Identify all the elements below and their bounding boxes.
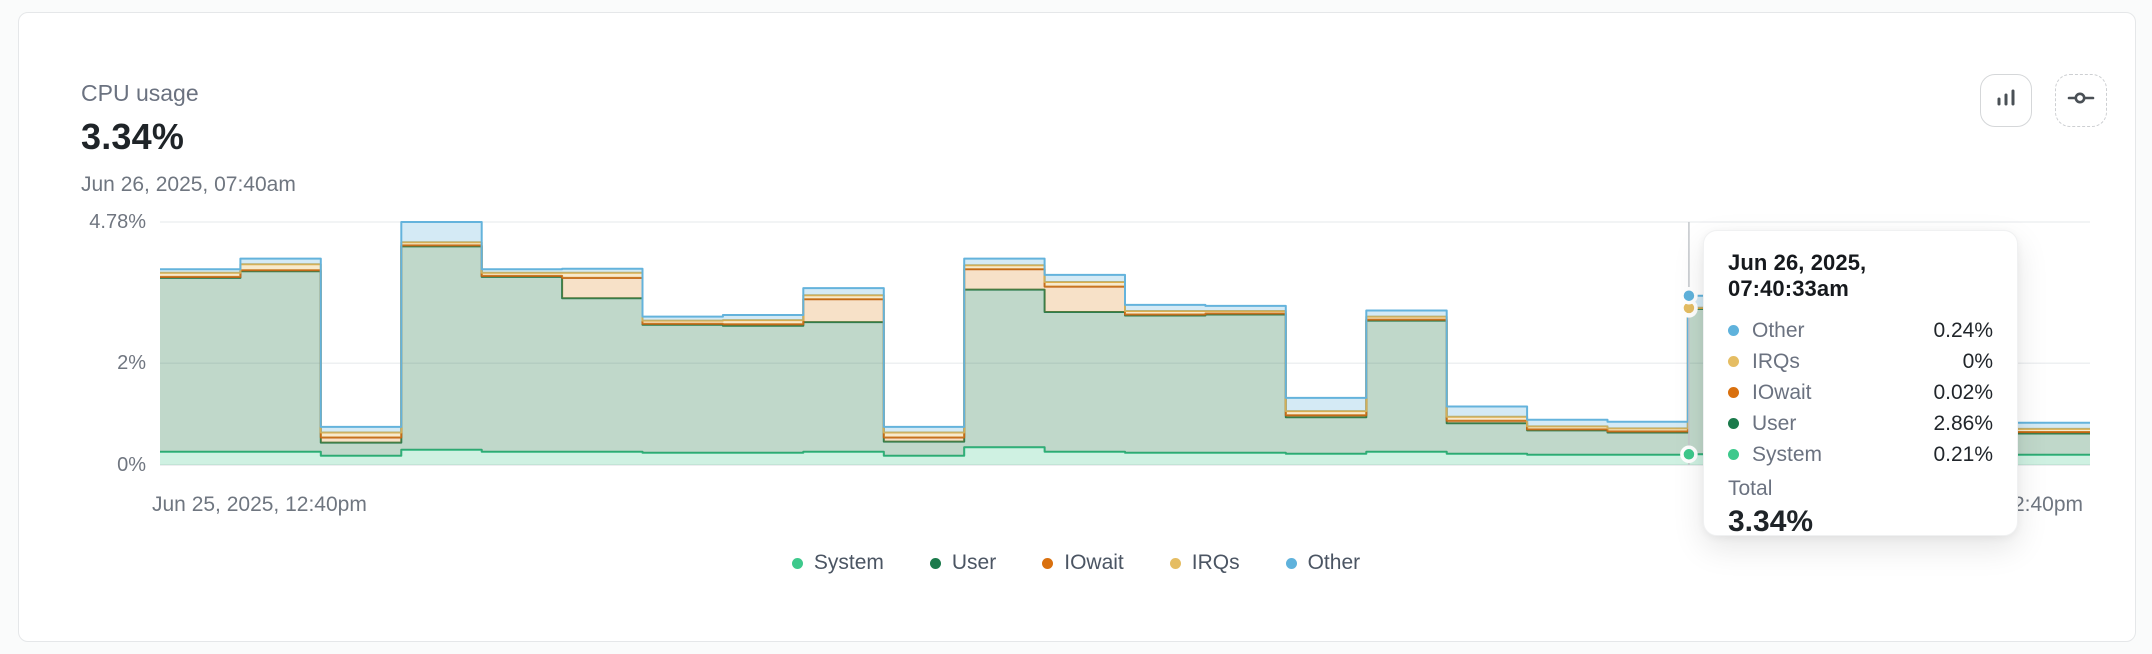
tooltip-row-label: System — [1752, 442, 1823, 466]
tooltip-row-irqs: IRQs 0% — [1728, 346, 1993, 377]
tooltip-total-label: Total — [1728, 477, 1773, 500]
cpu-usage-value: 3.34% — [81, 116, 185, 157]
legend-label: Other — [1307, 551, 1361, 574]
tooltip-row-value: 0.21% — [1933, 442, 1993, 466]
tooltip-row-value: 0.24% — [1933, 318, 1993, 342]
iowait-series-dot — [1728, 387, 1739, 398]
y-tick-zero: 0% — [117, 454, 146, 476]
cpu-usage-timestamp: Jun 26, 2025, 07:40am — [81, 173, 296, 196]
tooltip-row-value: 2.86% — [1933, 411, 1993, 435]
chart-tooltip: Jun 26, 2025, 07:40:33am Other 0.24% IRQ… — [1703, 230, 2018, 538]
tooltip-row-value: 0.02% — [1933, 380, 1993, 404]
user-series-dot — [1728, 418, 1739, 429]
tooltip-row-label: IOwait — [1752, 380, 1812, 404]
legend-label: System — [813, 551, 884, 574]
legend-item-system[interactable]: System — [791, 551, 884, 575]
x-axis-start-label: Jun 25, 2025, 12:40pm — [152, 493, 367, 516]
irqs-series-dot — [1728, 356, 1739, 367]
legend-label: IRQs — [1191, 551, 1240, 574]
irqs-legend-dot — [1169, 557, 1181, 569]
legend-label: IOwait — [1064, 551, 1124, 574]
slider-icon — [2065, 82, 2097, 119]
other-legend-dot — [1285, 557, 1297, 569]
tooltip-timestamp: Jun 26, 2025, 07:40:33am — [1728, 250, 1867, 301]
other-series-dot — [1728, 325, 1739, 336]
legend-item-user[interactable]: User — [929, 551, 997, 575]
tooltip-row-label: IRQs — [1752, 349, 1800, 373]
tooltip-row-label: Other — [1752, 318, 1805, 342]
y-tick-max: 4.78% — [89, 211, 146, 233]
chart-legend: System User IOwait IRQs Other — [0, 551, 2152, 575]
legend-item-iowait[interactable]: IOwait — [1042, 551, 1124, 575]
legend-label: User — [951, 551, 997, 574]
system-legend-dot — [791, 557, 803, 569]
iowait-legend-dot — [1042, 557, 1054, 569]
card-title: CPU usage — [81, 80, 199, 106]
tooltip-row-system: System 0.21% — [1728, 439, 1993, 470]
hover-marker-other — [1680, 286, 1698, 305]
system-series-dot — [1728, 449, 1739, 460]
tooltip-row-other: Other 0.24% — [1728, 315, 1993, 346]
chart-settings-button[interactable] — [2055, 74, 2107, 127]
legend-item-irqs[interactable]: IRQs — [1169, 551, 1240, 575]
tooltip-row-value: 0% — [1962, 349, 1993, 373]
tooltip-row-label: User — [1752, 411, 1797, 435]
chart-type-button[interactable] — [1980, 74, 2032, 127]
area-system — [160, 447, 2090, 465]
user-legend-dot — [929, 557, 941, 569]
tooltip-total-value: 3.34% — [1728, 505, 1814, 538]
tooltip-row-user: User 2.86% — [1728, 408, 1993, 439]
y-tick-mid: 2% — [117, 352, 146, 374]
bar-chart-icon — [1991, 83, 2021, 118]
legend-item-other[interactable]: Other — [1285, 551, 1361, 575]
hover-marker-system — [1680, 445, 1698, 464]
tooltip-row-iowait: IOwait 0.02% — [1728, 377, 1993, 408]
